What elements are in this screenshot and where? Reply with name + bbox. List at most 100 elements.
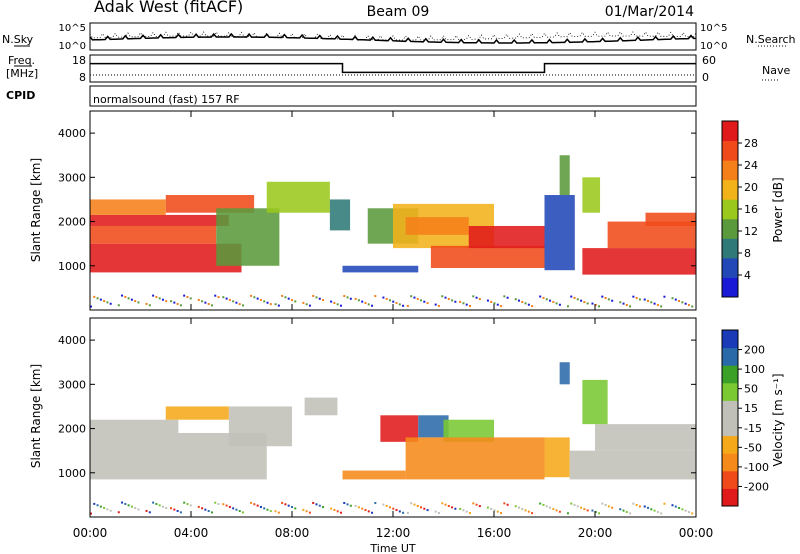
- power-noise-point: [558, 303, 561, 306]
- velocity-noise-point: [103, 507, 106, 510]
- velocity-noise-point: [447, 505, 450, 508]
- velocity-noise-point: [155, 502, 158, 505]
- velocity-noise-point: [423, 507, 426, 510]
- power-noise-point: [161, 298, 164, 301]
- x-tick-label: 04:00: [174, 526, 209, 540]
- velocity-noise-point: [274, 510, 277, 513]
- power-noise-point: [611, 299, 614, 302]
- power-noise-point: [660, 305, 663, 308]
- velocity-noise-point: [555, 509, 558, 512]
- power-noise-point: [207, 303, 210, 306]
- power-noise-point: [127, 297, 130, 300]
- power-noise-point: [305, 303, 308, 306]
- velocity-band-8: [405, 437, 545, 480]
- power-noise-point: [361, 300, 364, 303]
- power-noise-point: [663, 295, 666, 298]
- power-noise-point: [395, 302, 398, 305]
- velocity-noise-point: [346, 503, 349, 506]
- velocity-noise-point: [349, 504, 352, 507]
- power-noise-point: [607, 298, 610, 301]
- power-noise-point: [109, 302, 112, 305]
- velocity-colorbar-tick-label: -100: [744, 461, 769, 474]
- velocity-noise-point: [222, 503, 225, 506]
- power-noise-point: [315, 296, 318, 299]
- velocity-noise-point: [145, 509, 148, 512]
- power-band-2: [90, 214, 229, 226]
- power-yticks: 1000 2000 3000 4000: [58, 127, 696, 273]
- power-noise-point: [346, 296, 349, 299]
- power-ytick-label: 3000: [58, 171, 86, 184]
- power-noise-point: [444, 296, 447, 299]
- velocity-noise-point: [343, 502, 346, 505]
- velocity-noise-point: [478, 505, 481, 508]
- velocity-noise-point: [109, 509, 112, 512]
- power-noise-point: [573, 296, 576, 299]
- velocity-noise-point: [294, 507, 297, 510]
- velocity-noise-point: [586, 509, 589, 512]
- velocity-noise-point: [444, 503, 447, 506]
- velocity-noise-point: [486, 506, 489, 509]
- velocity-noise-point: [367, 510, 370, 513]
- velocity-noise-point: [259, 505, 262, 508]
- velocity-noise-point: [650, 508, 653, 511]
- power-noise-point: [684, 302, 687, 305]
- velocity-noise-point: [566, 512, 569, 515]
- freq-tick-bottom: 8: [79, 71, 86, 84]
- power-colorbar-tick-label: 28: [744, 137, 758, 150]
- velocity-noise-point: [643, 505, 646, 508]
- velocity-band-7: [443, 419, 494, 442]
- velocity-noise-point: [269, 510, 272, 513]
- power-noise-point: [90, 305, 92, 308]
- power-ylabel: Slant Range [km]: [29, 158, 43, 262]
- velocity-noise-point: [517, 506, 520, 509]
- velocity-ytick-label: 4000: [58, 334, 86, 347]
- x-tick-label: 20:00: [578, 526, 613, 540]
- velocity-noise-point: [465, 510, 468, 513]
- velocity-ylabel: Slant Range [km]: [29, 364, 43, 468]
- velocity-noise-point: [684, 509, 687, 512]
- power-noise-point: [635, 297, 638, 300]
- power-colorbar-cell: [722, 179, 738, 200]
- velocity-noise-point: [660, 512, 663, 515]
- velocity-noise-point: [506, 503, 509, 506]
- power-noise-point: [486, 299, 489, 302]
- velocity-colorbar-label: Velocity [m s⁻¹]: [771, 373, 785, 466]
- power-noise-point: [503, 295, 506, 298]
- velocity-noise-point: [179, 511, 182, 514]
- velocity-noise-point: [632, 502, 635, 505]
- velocity-noise-point: [625, 510, 628, 513]
- power-noise-point: [531, 305, 534, 308]
- velocity-noise-point: [173, 508, 176, 511]
- velocity-noise-point: [364, 508, 367, 511]
- velocity-noise-point: [493, 509, 496, 512]
- velocity-noise-point: [371, 511, 374, 514]
- velocity-noise-point: [671, 504, 674, 507]
- power-band-4: [165, 195, 255, 213]
- velocity-yticks: 1000 2000 3000 4000: [58, 334, 696, 480]
- velocity-noise-point: [663, 502, 666, 505]
- power-noise-point: [179, 304, 182, 307]
- velocity-noise-point: [459, 507, 462, 510]
- power-noise-point: [423, 300, 426, 303]
- x-axis-label: Time UT: [369, 542, 415, 554]
- velocity-band-3: [228, 406, 292, 447]
- velocity-noise-point: [687, 511, 690, 514]
- power-noise-point: [420, 299, 423, 302]
- velocity-noise-point: [312, 501, 315, 504]
- freq-tick-top: 18: [72, 54, 86, 67]
- power-noise-point: [459, 300, 462, 303]
- power-noise-point: [402, 304, 405, 307]
- power-noise-point: [173, 301, 176, 304]
- power-noise-point: [601, 295, 604, 298]
- velocity-noise-point: [514, 505, 517, 508]
- date-label: 01/Mar/2014: [605, 4, 694, 20]
- velocity-noise-point: [402, 511, 405, 514]
- noise-left-tick-bottom: 10^0: [59, 41, 86, 52]
- power-noise-point: [656, 304, 659, 307]
- nave-tick-bottom: 0: [702, 71, 709, 84]
- velocity-band-14: [559, 362, 570, 385]
- velocity-noise-point: [158, 504, 161, 507]
- freq-line: [90, 62, 696, 74]
- velocity-noise-point: [598, 512, 601, 515]
- power-colorbar-cell: [722, 121, 738, 142]
